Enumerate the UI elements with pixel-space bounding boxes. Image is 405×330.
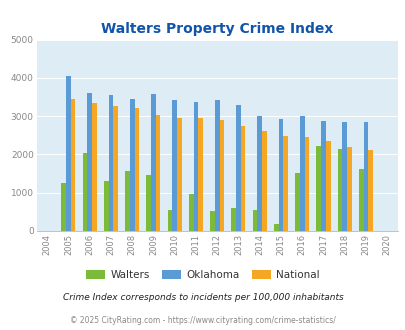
Bar xyxy=(70,99,75,231)
Bar xyxy=(294,173,299,231)
Bar xyxy=(325,141,330,231)
Bar xyxy=(146,176,151,231)
Bar xyxy=(125,171,130,231)
Bar xyxy=(177,118,181,231)
Bar xyxy=(261,131,266,231)
Bar xyxy=(92,103,96,231)
Text: © 2025 CityRating.com - https://www.cityrating.com/crime-statistics/: © 2025 CityRating.com - https://www.city… xyxy=(70,316,335,325)
Bar xyxy=(83,152,87,231)
Bar xyxy=(104,181,108,231)
Bar xyxy=(358,169,363,231)
Bar xyxy=(167,210,172,231)
Bar xyxy=(172,100,177,231)
Bar xyxy=(363,122,367,231)
Bar xyxy=(219,120,224,231)
Bar xyxy=(113,106,118,231)
Bar xyxy=(231,208,236,231)
Bar xyxy=(66,76,70,231)
Bar xyxy=(151,94,156,231)
Bar xyxy=(61,183,66,231)
Bar xyxy=(252,210,257,231)
Bar xyxy=(273,224,278,231)
Bar xyxy=(346,147,351,231)
Bar xyxy=(214,100,219,231)
Bar xyxy=(320,121,325,231)
Bar xyxy=(240,126,245,231)
Bar xyxy=(236,105,240,231)
Bar xyxy=(156,115,160,231)
Bar xyxy=(210,211,214,231)
Bar xyxy=(134,108,139,231)
Bar xyxy=(367,150,372,231)
Bar xyxy=(130,99,134,231)
Bar xyxy=(299,116,304,231)
Bar xyxy=(283,136,287,231)
Bar xyxy=(341,121,346,231)
Text: Crime Index corresponds to incidents per 100,000 inhabitants: Crime Index corresponds to incidents per… xyxy=(62,293,343,302)
Title: Walters Property Crime Index: Walters Property Crime Index xyxy=(101,22,333,36)
Bar xyxy=(188,194,193,231)
Bar xyxy=(278,119,283,231)
Bar xyxy=(315,146,320,231)
Legend: Walters, Oklahoma, National: Walters, Oklahoma, National xyxy=(82,266,323,284)
Bar xyxy=(198,118,202,231)
Bar xyxy=(257,116,261,231)
Bar xyxy=(337,149,341,231)
Bar xyxy=(193,102,198,231)
Bar xyxy=(108,95,113,231)
Bar xyxy=(87,93,92,231)
Bar xyxy=(304,137,309,231)
